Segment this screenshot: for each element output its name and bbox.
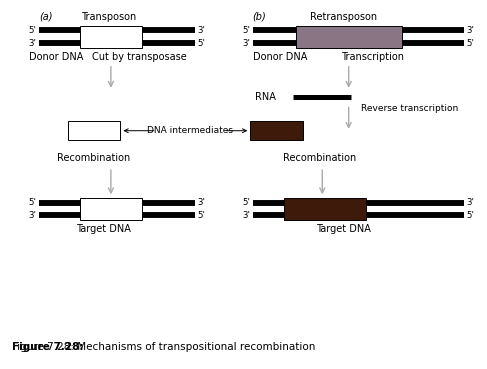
Text: 3': 3' xyxy=(467,25,474,35)
Text: Donor DNA: Donor DNA xyxy=(253,52,307,62)
Text: Transcription: Transcription xyxy=(341,52,405,62)
Text: 5': 5' xyxy=(242,198,250,207)
Text: Figure 7.28: Mechanisms of transpositional recombination: Figure 7.28: Mechanisms of transposition… xyxy=(12,342,316,352)
Text: Target DNA: Target DNA xyxy=(317,224,371,234)
Bar xyxy=(80,26,142,48)
Text: 5': 5' xyxy=(242,25,250,35)
Text: 3': 3' xyxy=(467,198,474,207)
Text: (a): (a) xyxy=(39,11,52,22)
Text: Donor DNA: Donor DNA xyxy=(29,52,84,62)
Text: 3': 3' xyxy=(197,25,206,35)
Text: 5': 5' xyxy=(28,198,37,207)
Bar xyxy=(80,198,142,220)
Text: 5': 5' xyxy=(467,211,474,220)
Text: Figure 7.28:: Figure 7.28: xyxy=(12,342,84,352)
Bar xyxy=(68,121,120,140)
Bar xyxy=(250,121,303,140)
Text: 5': 5' xyxy=(28,25,37,35)
Bar xyxy=(284,198,366,220)
Text: 5': 5' xyxy=(197,211,206,220)
Text: Retransposon: Retransposon xyxy=(310,11,377,22)
Text: Cut by transposase: Cut by transposase xyxy=(92,52,187,62)
Text: RNA: RNA xyxy=(255,92,276,101)
Text: DNA intermediates: DNA intermediates xyxy=(147,126,233,135)
Text: 3': 3' xyxy=(242,211,250,220)
Text: Transposon: Transposon xyxy=(81,11,136,22)
Text: (b): (b) xyxy=(253,11,266,22)
Text: Target DNA: Target DNA xyxy=(76,224,131,234)
Text: Reverse transcription: Reverse transcription xyxy=(361,104,458,113)
Text: 3': 3' xyxy=(197,198,206,207)
Text: 5': 5' xyxy=(197,39,206,48)
Text: 3': 3' xyxy=(242,39,250,48)
Text: 3': 3' xyxy=(28,39,37,48)
Text: Recombination: Recombination xyxy=(283,154,356,163)
Bar xyxy=(296,26,402,48)
Text: 3': 3' xyxy=(28,211,37,220)
Text: 5': 5' xyxy=(467,39,474,48)
Text: Recombination: Recombination xyxy=(57,154,131,163)
